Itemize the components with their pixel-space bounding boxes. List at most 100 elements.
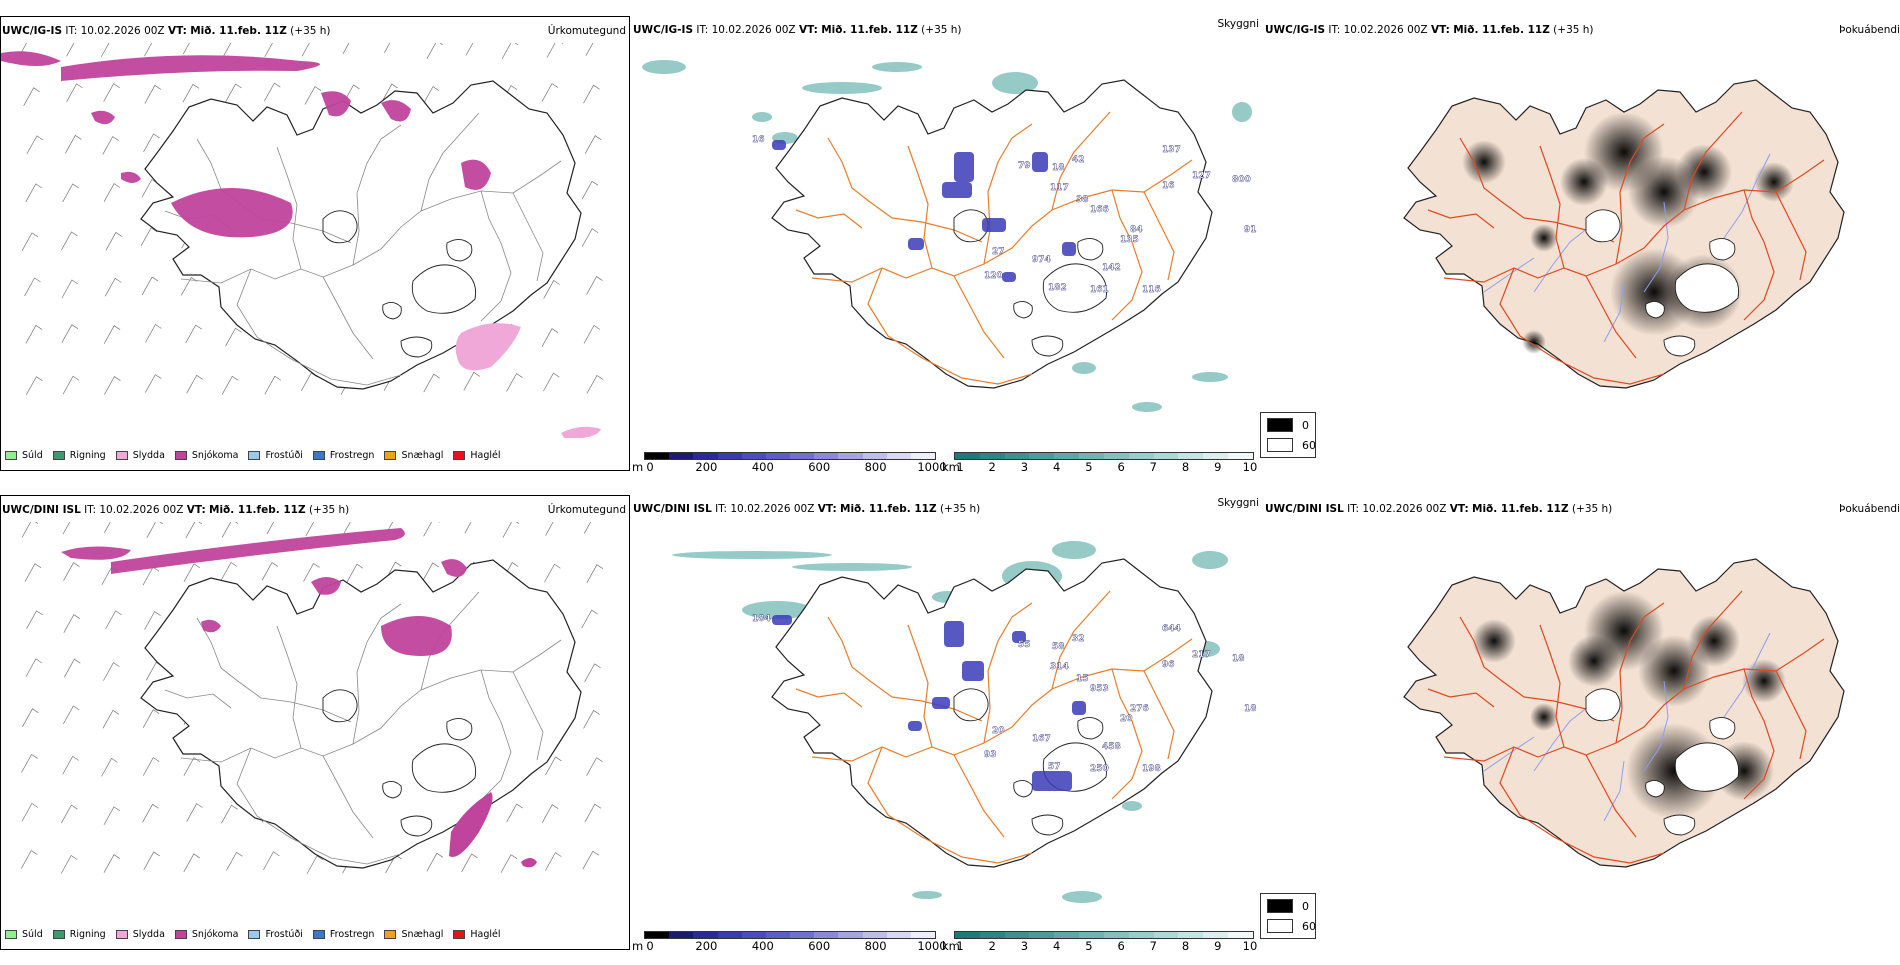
fog-area bbox=[1688, 615, 1740, 667]
ceiling-value-label: 117 bbox=[1050, 183, 1069, 193]
wind-barb bbox=[581, 609, 598, 629]
glacier-outline bbox=[382, 302, 402, 320]
fog-area bbox=[1754, 162, 1794, 202]
wind-barb bbox=[26, 376, 43, 395]
low-visibility-area bbox=[742, 601, 812, 619]
legend-item: Haglél bbox=[453, 450, 501, 461]
ceiling-value-label: 32 bbox=[1072, 634, 1085, 644]
colorbar-segment bbox=[669, 932, 694, 938]
colorbar-segment bbox=[814, 932, 839, 938]
wind-barb bbox=[182, 83, 200, 103]
ceiling-value-label: 84 bbox=[1130, 225, 1143, 235]
wind-barb bbox=[105, 610, 122, 630]
wind-barb bbox=[104, 376, 121, 395]
snow-area bbox=[461, 159, 491, 190]
wind-barb bbox=[141, 178, 159, 198]
wind-barb bbox=[65, 134, 82, 154]
panel-fog-row2: UWC/DINI ISL IT: 10.02.2026 00Z VT: Mið.… bbox=[1260, 495, 1900, 950]
road bbox=[164, 689, 232, 709]
colorbar-strip bbox=[954, 931, 1254, 939]
colorbar-tick-label: 0 bbox=[646, 460, 654, 474]
fog-area bbox=[1560, 158, 1608, 206]
colorbar-unit: km bbox=[942, 460, 960, 474]
field-name: Þokuábendi bbox=[1839, 24, 1900, 36]
road bbox=[1743, 189, 1775, 321]
precip-legend: Súld Rigning Slydda Snjókoma Frostúði Frostre… bbox=[5, 929, 511, 940]
river bbox=[1723, 632, 1771, 718]
glacier-outline bbox=[1077, 238, 1104, 261]
legend-swatch bbox=[5, 451, 17, 460]
low-visibility-area bbox=[792, 563, 912, 571]
wind-barb bbox=[225, 83, 242, 103]
colorbar-segment bbox=[1054, 932, 1080, 938]
legend-label: Haglél bbox=[470, 450, 501, 461]
panel-title: UWC/DINI ISL IT: 10.02.2026 00Z VT: Mið.… bbox=[1265, 503, 1613, 515]
glacier-outline bbox=[322, 210, 358, 244]
wind-barb bbox=[25, 324, 43, 344]
low-ceiling-area bbox=[962, 661, 984, 681]
road bbox=[480, 669, 512, 801]
wind-barb bbox=[264, 82, 281, 102]
wind-barb bbox=[140, 227, 158, 246]
field-name: Þokuábendi bbox=[1839, 503, 1900, 515]
road bbox=[420, 112, 480, 212]
wind-barb bbox=[223, 43, 232, 56]
road bbox=[1051, 590, 1111, 690]
ceiling-value-label: 953 bbox=[1090, 684, 1109, 694]
fog-legend-row: 0 bbox=[1267, 899, 1309, 913]
panel-title: UWC/DINI ISL IT: 10.02.2026 00Z VT: Mið.… bbox=[2, 504, 350, 516]
colorbar-segment bbox=[1153, 453, 1179, 459]
legend-swatch bbox=[312, 451, 325, 460]
wind-barb bbox=[586, 374, 604, 394]
river bbox=[1483, 736, 1535, 772]
legend-swatch bbox=[52, 451, 65, 460]
wind-barb bbox=[63, 562, 80, 581]
wind-barb bbox=[501, 43, 519, 60]
glacier-outline bbox=[1042, 263, 1108, 313]
wind-barb bbox=[24, 277, 41, 297]
low-visibility-area bbox=[1052, 541, 1096, 559]
glacier-outline bbox=[382, 781, 402, 799]
colorbar-segment bbox=[1054, 453, 1080, 459]
sleet-area bbox=[449, 792, 493, 857]
legend-item: Rigning bbox=[52, 929, 106, 940]
colorbar-tick-label: 200 bbox=[695, 939, 718, 953]
colorbar-segment bbox=[1103, 932, 1129, 938]
glacier-outline bbox=[322, 689, 358, 723]
low-visibility-area bbox=[912, 891, 942, 899]
map-precip-type bbox=[1, 43, 604, 438]
low-visibility-area bbox=[1192, 372, 1228, 382]
panel-precip-type-row1: UWC/IG-IS IT: 10.02.2026 00Z VT: Mið. 11… bbox=[0, 16, 630, 471]
river bbox=[1643, 680, 1669, 772]
wind-barb bbox=[21, 232, 39, 252]
road bbox=[1143, 670, 1175, 760]
colorbar-strip bbox=[954, 452, 1254, 460]
legend-swatch bbox=[248, 451, 261, 460]
colorbar-segment bbox=[1029, 453, 1055, 459]
snow-area bbox=[121, 171, 141, 183]
wind-barb bbox=[144, 84, 162, 104]
wind-barb bbox=[145, 324, 162, 343]
ceiling-value-label: 135 bbox=[1120, 235, 1139, 245]
snow-area bbox=[201, 619, 221, 633]
wind-barb bbox=[101, 757, 118, 777]
visibility-colorbar: km 1 2 3 4 5 6 7 8 9 10 bbox=[942, 931, 1262, 965]
glacier-outline bbox=[1013, 780, 1033, 798]
ceiling-value-label: 137 bbox=[1162, 145, 1181, 155]
fog-legend: 0 60 bbox=[1260, 893, 1316, 939]
glacier-outline bbox=[1663, 814, 1696, 836]
colorbar-segment bbox=[1228, 932, 1253, 938]
glacier-outline bbox=[1674, 742, 1740, 792]
road bbox=[1111, 668, 1143, 800]
wind-barb bbox=[221, 804, 238, 824]
road bbox=[322, 755, 374, 839]
wind-barb bbox=[581, 228, 599, 247]
colorbar-unit: m bbox=[632, 460, 644, 474]
colorbar-segment bbox=[814, 453, 839, 459]
glacier-outline bbox=[1645, 301, 1665, 319]
colorbar-segment bbox=[790, 453, 815, 459]
snow-area bbox=[91, 110, 115, 125]
snow-area bbox=[61, 55, 321, 81]
